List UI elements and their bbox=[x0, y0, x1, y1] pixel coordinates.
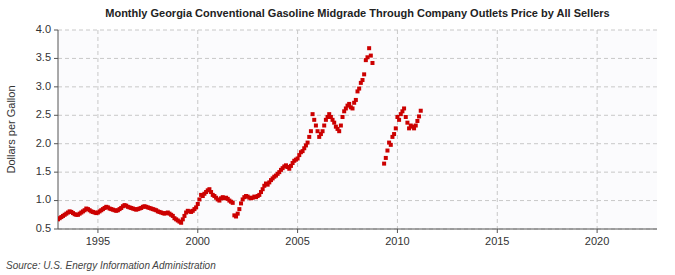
point bbox=[231, 201, 235, 205]
x-tick-label: 2010 bbox=[385, 235, 409, 247]
chart-container: 0.5 1.0 1.5 2.0 2.5 3.0 3.5 4.0 1995 2000 2005 2010… bbox=[0, 0, 675, 275]
x-tick-label: 2000 bbox=[186, 235, 210, 247]
point bbox=[322, 124, 326, 128]
point bbox=[370, 61, 374, 65]
x-tick bbox=[397, 229, 398, 233]
point bbox=[182, 214, 186, 218]
point bbox=[197, 197, 201, 201]
title: Monthly Georgia Conventional Gasoline Mi… bbox=[105, 7, 609, 19]
point bbox=[414, 124, 418, 128]
points bbox=[58, 46, 423, 225]
y-grid-line bbox=[58, 30, 657, 31]
y-grid-line bbox=[58, 58, 657, 59]
point bbox=[296, 156, 300, 160]
point bbox=[417, 114, 421, 118]
point bbox=[384, 156, 388, 160]
y-tick bbox=[54, 58, 58, 59]
point bbox=[385, 149, 389, 153]
point bbox=[394, 126, 398, 130]
point bbox=[341, 115, 345, 119]
y-tick-label: 1.5 bbox=[36, 165, 51, 177]
x-tick bbox=[97, 229, 98, 233]
x-tick-label: 2015 bbox=[485, 235, 509, 247]
x-tick bbox=[297, 229, 298, 233]
x-grid-line bbox=[497, 30, 498, 229]
y-tick bbox=[54, 172, 58, 173]
point bbox=[337, 129, 341, 133]
point bbox=[397, 118, 401, 122]
point bbox=[354, 98, 358, 102]
point bbox=[309, 129, 313, 133]
point bbox=[306, 141, 310, 145]
x-tick-label: 1995 bbox=[86, 235, 110, 247]
y-tick bbox=[54, 200, 58, 201]
y-tick bbox=[54, 30, 58, 31]
y-tick bbox=[54, 86, 58, 87]
point bbox=[402, 106, 406, 110]
y-tick bbox=[54, 115, 58, 116]
y-tick-label: 0.5 bbox=[36, 222, 51, 234]
y-tick bbox=[54, 143, 58, 144]
point bbox=[389, 143, 393, 147]
y-grid-line bbox=[58, 172, 657, 173]
source-note: Source: U.S. Energy Information Administ… bbox=[6, 260, 216, 271]
point bbox=[392, 132, 396, 136]
chart-svg: 0.5 1.0 1.5 2.0 2.5 3.0 3.5 4.0 1995 2000 2005 2010… bbox=[0, 0, 675, 275]
point bbox=[312, 118, 316, 122]
point bbox=[369, 54, 373, 58]
y-tick-label: 1.0 bbox=[36, 193, 51, 205]
point bbox=[321, 129, 325, 133]
axes: 0.5 1.0 1.5 2.0 2.5 3.0 3.5 4.0 1995 2000 2005 2010… bbox=[36, 23, 657, 247]
y-grid-line bbox=[58, 200, 657, 201]
x-tick bbox=[597, 229, 598, 233]
plot-area bbox=[58, 30, 657, 229]
x-grid-line bbox=[97, 30, 98, 229]
point bbox=[357, 87, 361, 91]
point bbox=[367, 46, 371, 50]
point bbox=[237, 207, 241, 211]
point bbox=[236, 212, 240, 216]
point bbox=[261, 187, 265, 191]
x-tick-label: 2020 bbox=[585, 235, 609, 247]
y-axis-label: Dollars per Gallon bbox=[5, 85, 17, 173]
point bbox=[179, 221, 183, 225]
y-tick-label: 4.0 bbox=[36, 23, 51, 35]
y-tick-label: 3.5 bbox=[36, 51, 51, 63]
y-grid-line bbox=[58, 143, 657, 144]
point bbox=[339, 124, 343, 128]
point bbox=[194, 205, 198, 209]
point bbox=[360, 78, 364, 82]
point bbox=[307, 135, 311, 139]
point bbox=[382, 162, 386, 166]
x-axis-line bbox=[58, 229, 657, 230]
y-grid-line bbox=[58, 115, 657, 116]
point bbox=[351, 106, 355, 110]
y-tick-label: 3.0 bbox=[36, 80, 51, 92]
point bbox=[415, 119, 419, 123]
y-grid-line bbox=[58, 229, 657, 230]
point bbox=[404, 115, 408, 119]
x-grid-line bbox=[597, 30, 598, 229]
y-tick-label: 2.0 bbox=[36, 137, 51, 149]
point bbox=[419, 109, 423, 113]
x-tick bbox=[497, 229, 498, 233]
point bbox=[311, 112, 315, 116]
x-tick-label: 2005 bbox=[285, 235, 309, 247]
x-grid-line bbox=[297, 30, 298, 229]
point bbox=[332, 121, 336, 125]
point bbox=[181, 217, 185, 221]
point bbox=[362, 72, 366, 76]
y-tick bbox=[54, 229, 58, 230]
x-tick bbox=[197, 229, 198, 233]
grid bbox=[58, 30, 657, 229]
point bbox=[347, 102, 351, 106]
y-tick-label: 2.5 bbox=[36, 108, 51, 120]
point bbox=[196, 202, 200, 206]
y-axis-line bbox=[58, 30, 59, 229]
point bbox=[314, 124, 318, 128]
point bbox=[239, 201, 243, 205]
